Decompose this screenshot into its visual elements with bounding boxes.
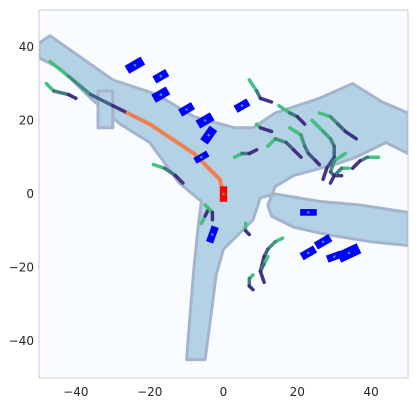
agent-track: [48, 59, 130, 115]
track-segment: [247, 148, 259, 156]
road-area: [96, 89, 115, 130]
agent-track: [277, 103, 307, 126]
track-segment: [321, 166, 329, 182]
y-tick-label: −40: [9, 334, 34, 348]
agent-track: [288, 126, 322, 167]
agent-center-dot: [159, 93, 163, 96]
agent-track: [203, 203, 215, 222]
agent-track: [247, 273, 255, 292]
ego-path-segment: [125, 111, 152, 127]
track-segment: [325, 155, 336, 170]
agent-track: [266, 137, 303, 159]
agent-center-dot: [307, 211, 310, 214]
agent-center-dot: [203, 119, 207, 122]
x-tick-label: −20: [137, 385, 162, 399]
agent-center-dot: [307, 251, 310, 255]
agent-center-dot: [159, 74, 163, 78]
agent-track: [151, 162, 185, 185]
agent-track: [310, 118, 336, 182]
track-segment: [258, 126, 274, 134]
agent-track: [258, 254, 270, 285]
x-tick-label: 0: [220, 385, 228, 399]
agent-track: [243, 221, 252, 237]
track-segment: [288, 126, 303, 137]
track-segment: [328, 159, 336, 174]
track-segment: [277, 103, 292, 115]
track-segment: [299, 133, 307, 148]
tick-layer: −40 −20 0 20 40 40 20 0 −20 −40: [9, 40, 379, 399]
x-tick-label: 40: [363, 385, 378, 399]
agent-track: [328, 166, 351, 185]
track-segment: [66, 74, 93, 97]
agent-track: [350, 155, 381, 170]
track-segment: [173, 173, 185, 185]
agent-layer: [124, 56, 362, 263]
agent-track: [247, 78, 274, 104]
ego-path-segment: [147, 122, 174, 141]
agent-center-dot: [211, 233, 214, 236]
track-segment: [295, 114, 307, 126]
y-tick-label: 40: [19, 40, 34, 54]
agent-center-dot: [240, 104, 244, 107]
track-segment: [350, 159, 362, 170]
track-layer: [44, 59, 381, 292]
agent-center-dot: [133, 63, 137, 67]
track-segment: [151, 162, 167, 170]
y-tick-label: 0: [26, 187, 34, 201]
track-segment: [243, 229, 252, 237]
track-segment: [88, 92, 115, 108]
track-segment: [310, 118, 325, 134]
track-segment: [258, 269, 266, 285]
track-segment: [328, 173, 336, 185]
track-segment: [66, 92, 78, 101]
x-tick-label: −40: [63, 385, 88, 399]
agent-center-dot: [321, 240, 325, 244]
agent-track: [317, 111, 359, 141]
x-tick-label: 20: [290, 385, 305, 399]
track-segment: [273, 137, 288, 145]
ego-path-segment: [169, 136, 196, 156]
track-segment: [291, 148, 303, 159]
agent-center-dot: [332, 255, 336, 258]
agent-center-dot: [185, 108, 188, 111]
ego-path-segment: [206, 166, 222, 182]
agent-center-dot: [200, 155, 203, 159]
agent-track: [232, 148, 259, 159]
agent-center-dot: [207, 133, 210, 137]
agent-track: [44, 81, 78, 101]
track-segment: [343, 129, 359, 141]
track-segment: [332, 151, 348, 163]
plot-frame: [38, 9, 409, 379]
track-segment: [317, 111, 333, 119]
track-segment: [52, 89, 71, 97]
agent-center-dot: [222, 192, 225, 196]
track-segment: [111, 103, 130, 115]
track-segment: [48, 59, 71, 78]
track-segment: [247, 284, 255, 292]
y-tick-label: −20: [9, 261, 34, 275]
track-segment: [162, 166, 178, 178]
track-segment: [247, 78, 259, 93]
agent-center-dot: [347, 251, 351, 255]
agent-track: [254, 122, 274, 134]
track-segment: [258, 96, 274, 104]
y-tick-label: 20: [19, 113, 34, 127]
track-segment: [314, 159, 322, 167]
